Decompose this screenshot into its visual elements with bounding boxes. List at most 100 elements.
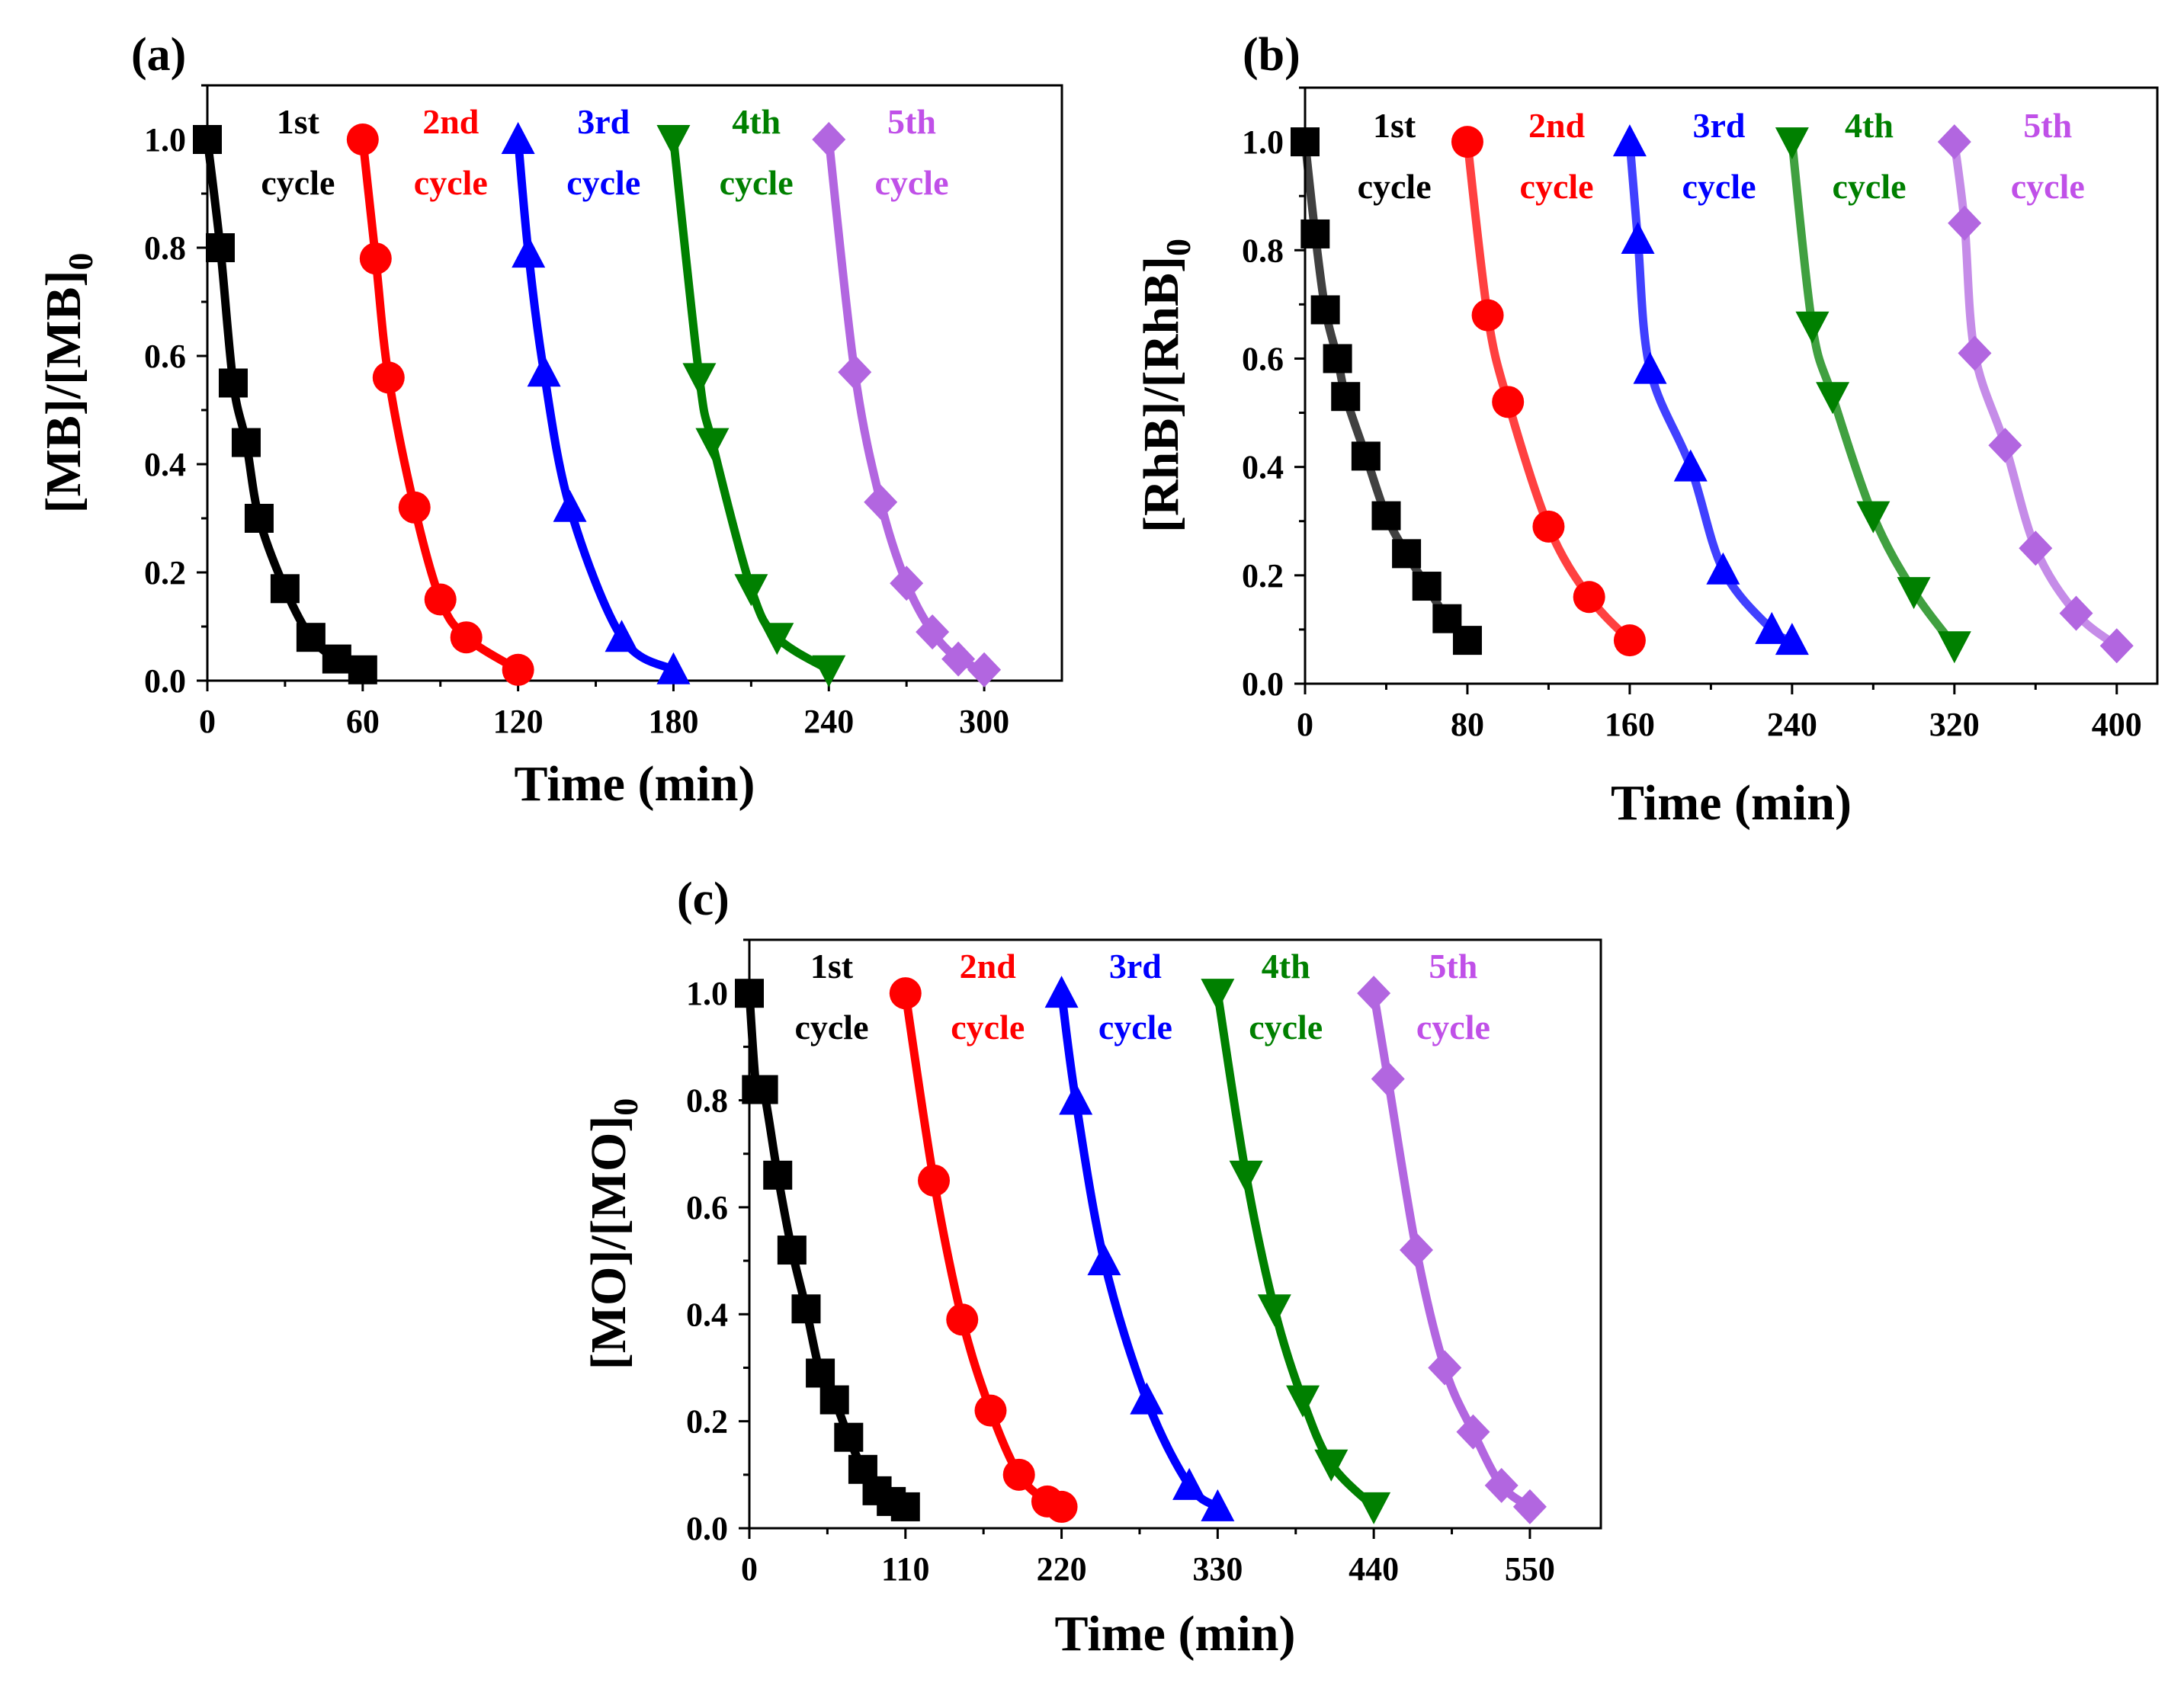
cycle-label-word: cycle (1358, 167, 1432, 206)
series-1st-cycle (1291, 127, 1482, 655)
series-3rd-cycle (1612, 124, 1809, 655)
data-point (812, 655, 846, 688)
data-point (1286, 1385, 1320, 1418)
data-point (1621, 222, 1655, 255)
cycle-label-word: cycle (1520, 167, 1594, 206)
data-point (1573, 581, 1605, 614)
x-tick-label: 300 (959, 703, 1009, 740)
data-point (1314, 1449, 1349, 1482)
x-tick-label: 550 (1505, 1550, 1555, 1588)
data-point (763, 1160, 793, 1190)
data-point (527, 354, 561, 387)
x-tick-label: 60 (346, 703, 380, 740)
series-5th-cycle (812, 122, 1002, 688)
data-point (1300, 219, 1330, 248)
data-point (967, 652, 1002, 688)
data-point (1201, 1489, 1235, 1521)
data-point (605, 620, 639, 652)
data-point (941, 641, 976, 677)
data-point (1310, 295, 1340, 325)
data-point (864, 484, 898, 520)
data-point (296, 623, 326, 652)
cycle-label-word: cycle (566, 163, 640, 202)
cycle-label-number: 1st (810, 947, 854, 986)
y-tick-label: 1.0 (1242, 123, 1284, 161)
x-tick-label: 440 (1349, 1550, 1399, 1588)
data-point (1257, 1294, 1291, 1327)
data-point (1371, 501, 1401, 530)
x-tick-label: 160 (1605, 706, 1655, 743)
data-point (889, 977, 922, 1010)
y-tick-label: 1.0 (686, 975, 728, 1012)
plot-frame (748, 938, 1602, 1530)
y-tick-label: 0.8 (1242, 232, 1284, 269)
data-point (1357, 976, 1391, 1011)
cycle-label-number: 2nd (1528, 106, 1586, 145)
data-point (2099, 628, 2134, 664)
data-point (1087, 1243, 1121, 1276)
data-point (1428, 1350, 1462, 1386)
data-point (218, 368, 248, 398)
data-point (812, 122, 846, 157)
y-tick-label: 0.8 (144, 229, 186, 267)
data-point (348, 655, 377, 684)
data-point (1492, 386, 1525, 418)
data-point (553, 489, 587, 522)
data-point (734, 574, 768, 607)
cycle-label-number: 4th (1845, 106, 1894, 145)
panel-b: 0 80 160 240 320 400 0.0 0.2 0.4 0.6 0.8 1.0 Time (m… (1134, 29, 2159, 831)
series-4th-cycle (1775, 127, 1971, 664)
x-tick-label: 0 (1297, 706, 1313, 743)
panel-label: (c) (677, 873, 730, 925)
data-point (749, 1075, 778, 1104)
data-point (1371, 1061, 1405, 1097)
data-point (244, 504, 274, 533)
data-point (760, 623, 794, 655)
data-point (501, 122, 535, 154)
cycle-label-number: 2nd (422, 102, 479, 141)
series-2nd-cycle (346, 123, 534, 686)
data-point (806, 1358, 835, 1388)
data-point (974, 1394, 1007, 1427)
series-3rd-cycle (1044, 976, 1235, 1521)
y-tick-label: 0.6 (686, 1189, 728, 1226)
data-point (1612, 124, 1647, 157)
x-tick-label: 320 (1929, 706, 1980, 743)
data-point (2059, 595, 2093, 631)
data-point (1856, 501, 1891, 534)
x-tick-label: 180 (648, 703, 698, 740)
data-point (1988, 428, 2022, 463)
cycle-label-word: cycle (874, 163, 948, 202)
data-point (1291, 127, 1320, 157)
data-point (346, 123, 379, 155)
cycle-label-number: 4th (1262, 947, 1310, 986)
data-point (1323, 344, 1352, 373)
data-point (890, 566, 924, 601)
series-5th-cycle (1937, 124, 2134, 664)
x-tick-label: 110 (881, 1550, 930, 1588)
series-4th-cycle (1201, 979, 1391, 1524)
y-tick-label: 0.6 (144, 338, 186, 375)
data-point (359, 242, 392, 275)
data-point (1044, 976, 1079, 1008)
data-point (916, 614, 950, 650)
series-3rd-cycle (501, 122, 691, 684)
cycle-label-number: 5th (887, 102, 936, 141)
y-tick-label: 0.4 (686, 1296, 728, 1333)
data-point (1452, 626, 1482, 655)
cycle-label-word: cycle (1098, 1008, 1172, 1047)
data-point (1172, 1467, 1207, 1500)
x-tick-label: 0 (741, 1550, 758, 1588)
data-point (777, 1236, 807, 1265)
data-point (1471, 299, 1504, 332)
data-point (1451, 126, 1483, 159)
data-point (1613, 624, 1646, 657)
x-tick-label: 240 (803, 703, 854, 740)
data-point (1706, 552, 1740, 585)
cycle-label-number: 5th (2023, 106, 2072, 145)
panel-label: (a) (131, 29, 186, 81)
cycle-label-word: cycle (1832, 167, 1906, 206)
data-point (1045, 1490, 1078, 1523)
data-point (1673, 449, 1708, 482)
